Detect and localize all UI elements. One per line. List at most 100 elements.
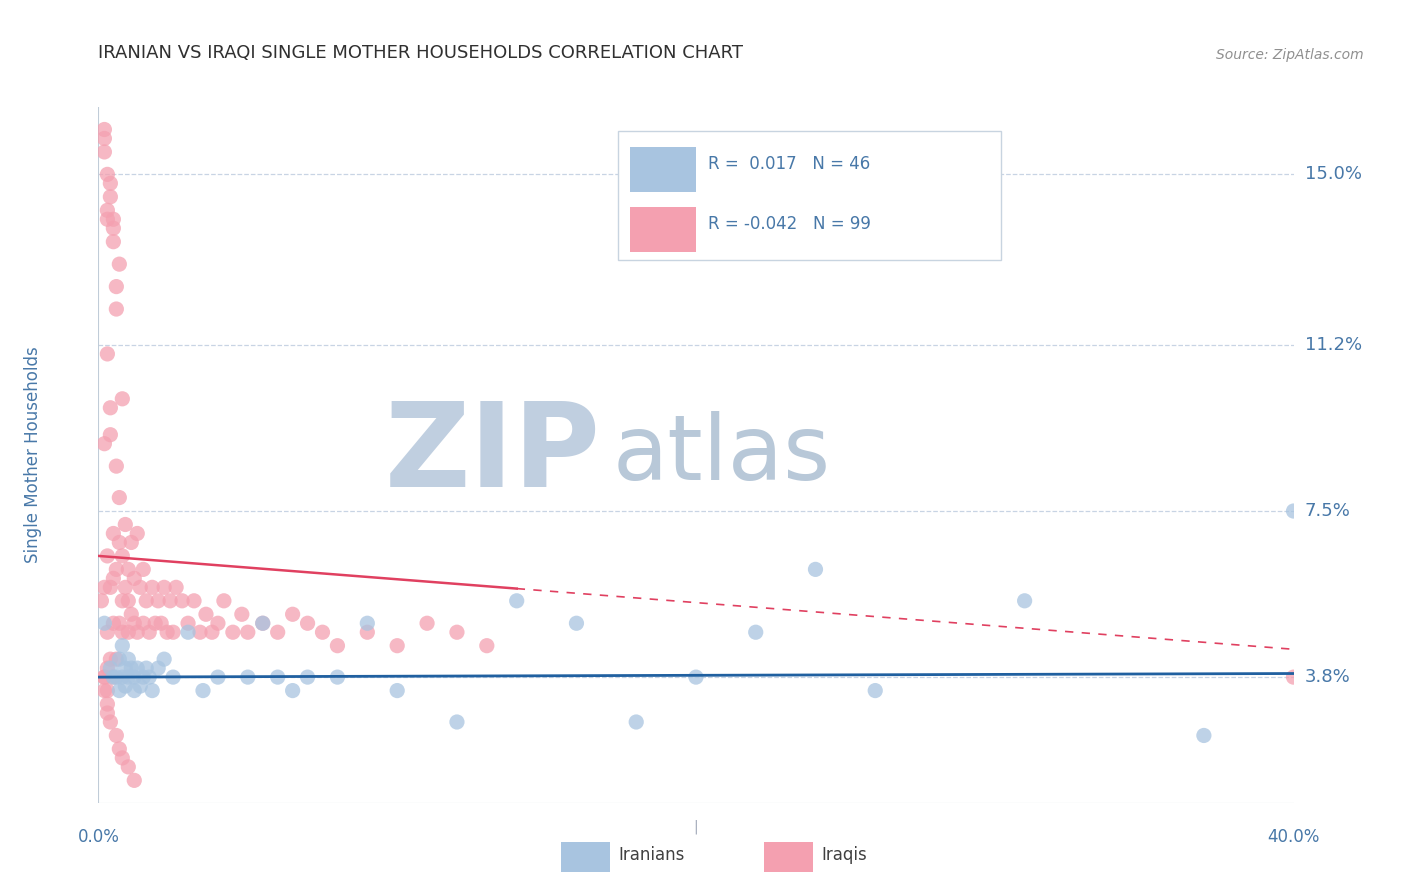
Point bbox=[177, 625, 200, 640]
Point bbox=[93, 616, 115, 631]
Text: Single Mother Households: Single Mother Households bbox=[24, 347, 42, 563]
Point bbox=[111, 625, 134, 640]
Point bbox=[108, 257, 131, 271]
Point bbox=[96, 661, 118, 675]
Point bbox=[132, 670, 155, 684]
Point bbox=[565, 616, 588, 631]
Point bbox=[117, 760, 139, 774]
Point bbox=[311, 625, 333, 640]
Point bbox=[105, 670, 128, 684]
Point bbox=[103, 670, 125, 684]
Text: 40.0%: 40.0% bbox=[1267, 828, 1320, 846]
Point bbox=[624, 714, 647, 729]
Point bbox=[108, 616, 131, 631]
Point bbox=[326, 670, 349, 684]
Point bbox=[98, 661, 122, 675]
Point bbox=[194, 607, 218, 622]
Text: ZIP: ZIP bbox=[384, 398, 600, 512]
Point bbox=[105, 729, 128, 743]
Point bbox=[267, 625, 290, 640]
Point bbox=[141, 580, 163, 594]
Point bbox=[127, 661, 149, 675]
Point bbox=[108, 742, 131, 756]
Text: 7.5%: 7.5% bbox=[1305, 502, 1351, 520]
Point bbox=[98, 401, 122, 415]
Point bbox=[236, 670, 259, 684]
Point bbox=[96, 706, 118, 720]
Point bbox=[446, 625, 468, 640]
Point bbox=[114, 517, 136, 532]
Point bbox=[124, 571, 146, 585]
Point bbox=[96, 625, 118, 640]
Point bbox=[162, 625, 184, 640]
Point bbox=[416, 616, 439, 631]
Point bbox=[127, 526, 149, 541]
Point bbox=[1282, 670, 1305, 684]
Point bbox=[132, 562, 155, 576]
Point bbox=[98, 580, 122, 594]
Point bbox=[138, 625, 160, 640]
Point bbox=[129, 580, 152, 594]
Point bbox=[111, 392, 134, 406]
Text: |: | bbox=[693, 820, 699, 834]
Point bbox=[252, 616, 274, 631]
Point bbox=[96, 167, 118, 181]
Point bbox=[108, 652, 131, 666]
Text: Iranians: Iranians bbox=[619, 846, 685, 864]
Point bbox=[105, 562, 128, 576]
Point bbox=[252, 616, 274, 631]
Point bbox=[114, 679, 136, 693]
Point bbox=[267, 670, 290, 684]
Point bbox=[804, 562, 827, 576]
Point bbox=[105, 459, 128, 474]
Point bbox=[117, 562, 139, 576]
Point bbox=[96, 683, 118, 698]
FancyBboxPatch shape bbox=[630, 207, 696, 252]
Text: 15.0%: 15.0% bbox=[1305, 165, 1361, 184]
Point bbox=[105, 652, 128, 666]
Point bbox=[201, 625, 224, 640]
Point bbox=[183, 594, 205, 608]
Point bbox=[103, 235, 125, 249]
Point bbox=[96, 203, 118, 218]
Point bbox=[96, 212, 118, 227]
Point bbox=[93, 145, 115, 159]
Point bbox=[143, 616, 166, 631]
Point bbox=[356, 625, 378, 640]
Text: atlas: atlas bbox=[612, 411, 831, 499]
Point bbox=[865, 683, 887, 698]
Point bbox=[124, 683, 146, 698]
Point bbox=[156, 625, 179, 640]
Point bbox=[120, 661, 142, 675]
Point bbox=[90, 594, 112, 608]
Point bbox=[103, 212, 125, 227]
Point bbox=[385, 639, 409, 653]
Text: R =  0.017   N = 46: R = 0.017 N = 46 bbox=[709, 155, 870, 173]
Point bbox=[117, 652, 139, 666]
Text: R = -0.042   N = 99: R = -0.042 N = 99 bbox=[709, 216, 870, 234]
Point bbox=[120, 607, 142, 622]
Point bbox=[150, 616, 173, 631]
Point bbox=[111, 594, 134, 608]
Point bbox=[105, 279, 128, 293]
Point bbox=[153, 652, 176, 666]
Point bbox=[172, 594, 194, 608]
FancyBboxPatch shape bbox=[619, 131, 1001, 260]
Point bbox=[1192, 729, 1215, 743]
Text: IRANIAN VS IRAQI SINGLE MOTHER HOUSEHOLDS CORRELATION CHART: IRANIAN VS IRAQI SINGLE MOTHER HOUSEHOLD… bbox=[98, 45, 744, 62]
Point bbox=[297, 670, 319, 684]
Point bbox=[103, 616, 125, 631]
Point bbox=[165, 580, 187, 594]
Point bbox=[188, 625, 211, 640]
Point bbox=[124, 670, 146, 684]
Point bbox=[138, 670, 160, 684]
Point bbox=[114, 580, 136, 594]
Point bbox=[111, 751, 134, 765]
Text: Iraqis: Iraqis bbox=[821, 846, 868, 864]
Point bbox=[108, 535, 131, 549]
Point bbox=[326, 639, 349, 653]
Text: 0.0%: 0.0% bbox=[77, 828, 120, 846]
FancyBboxPatch shape bbox=[561, 842, 610, 872]
Point bbox=[93, 122, 115, 136]
FancyBboxPatch shape bbox=[630, 146, 696, 192]
